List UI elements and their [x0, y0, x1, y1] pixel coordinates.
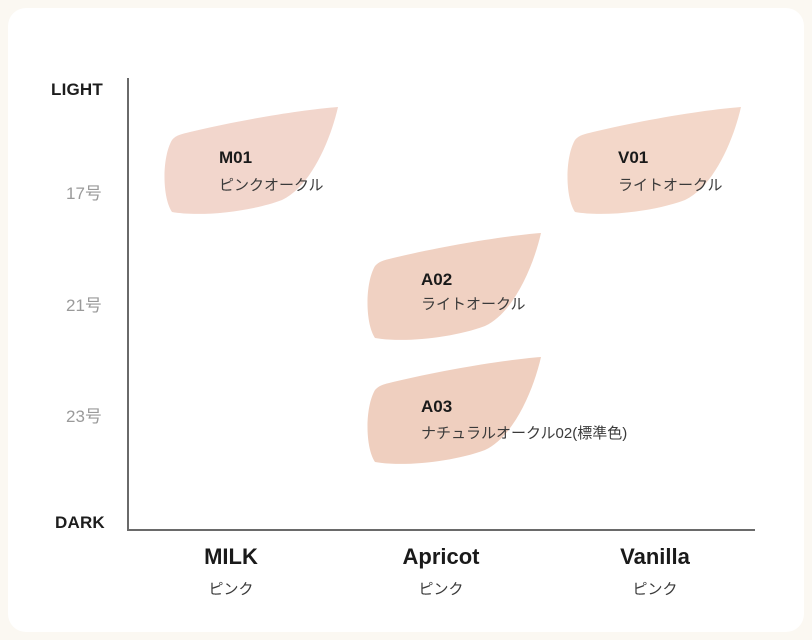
- point-name-a02: ライトオークル: [421, 296, 526, 313]
- point-code-v01: V01: [618, 148, 649, 167]
- y-axis-line: [127, 78, 129, 530]
- point-name-m01: ピンクオークル: [219, 177, 324, 194]
- x-axis-line: [127, 529, 755, 531]
- swatch-v01: [567, 107, 741, 214]
- x-category-label: MILK: [204, 544, 258, 569]
- y-tick-label: 17号: [66, 184, 102, 203]
- point-code-m01: M01: [219, 148, 253, 167]
- point-code-a03: A03: [421, 397, 453, 416]
- y-axis-bottom-label: DARK: [55, 513, 105, 532]
- x-category-label: Apricot: [402, 544, 480, 569]
- y-axis-top-label: LIGHT: [51, 80, 103, 99]
- swatch-a02: [367, 233, 541, 340]
- swatch-m01: [164, 107, 338, 214]
- point-code-a02: A02: [421, 270, 453, 289]
- y-tick-label: 23号: [66, 407, 102, 426]
- x-category-sublabel: ピンク: [418, 581, 464, 598]
- x-category-sublabel: ピンク: [208, 581, 254, 598]
- x-category-label: Vanilla: [620, 544, 690, 569]
- point-name-v01: ライトオークル: [618, 177, 723, 194]
- x-category-sublabel: ピンク: [632, 581, 678, 598]
- swatch-a03: [367, 357, 541, 464]
- point-name-a03: ナチュラルオークル02(標準色): [421, 425, 628, 442]
- y-tick-label: 21号: [66, 296, 102, 315]
